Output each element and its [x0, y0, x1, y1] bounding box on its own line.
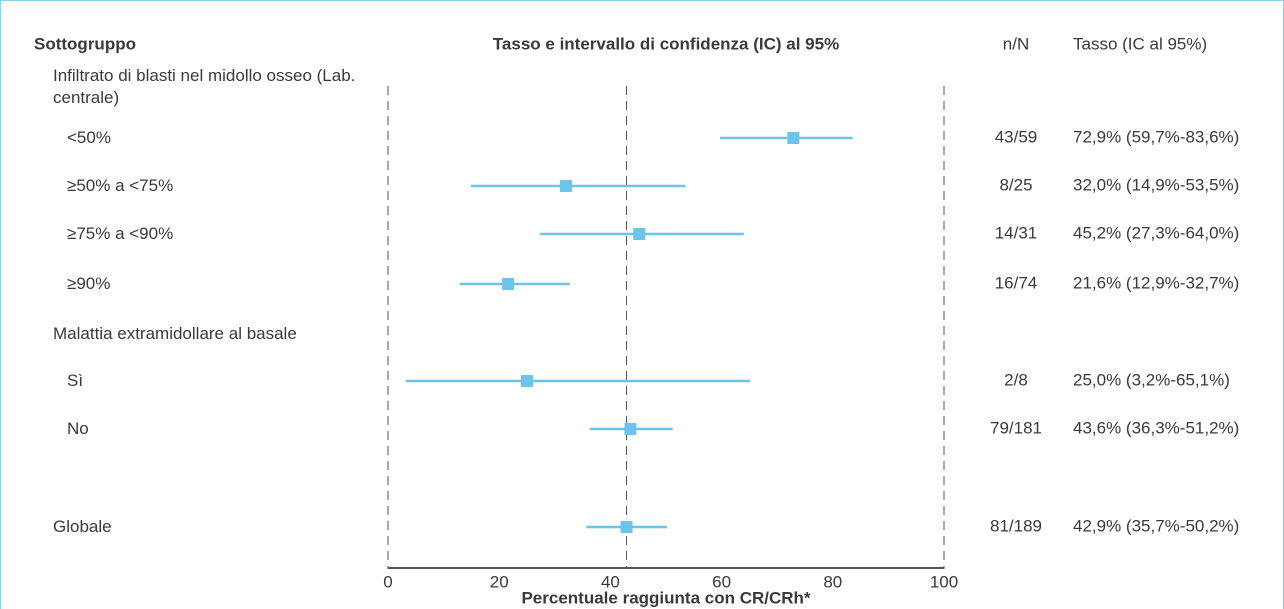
row-label: <50%	[67, 128, 111, 147]
x-tick-label: 40	[601, 572, 620, 591]
n-value: 43/59	[995, 127, 1038, 146]
n-value: 8/25	[999, 175, 1032, 194]
n-value: 79/181	[990, 418, 1042, 437]
rate-label: 45,2% (27,3%-64,0%)	[1073, 223, 1239, 242]
x-axis-title: Percentuale raggiunta con CR/CRh*	[521, 588, 810, 607]
n-value: 2/8	[1004, 370, 1028, 389]
rate-label: 42,9% (35,7%-50,2%)	[1073, 516, 1239, 535]
row-label: ≥75% a <90%	[67, 224, 174, 243]
x-tick-label: 20	[490, 572, 509, 591]
row-label: ≥90%	[67, 274, 111, 293]
point-estimate	[502, 278, 515, 290]
point-estimate	[559, 180, 572, 192]
rate-label: 21,6% (12,9%-32,7%)	[1073, 273, 1239, 292]
group-label: Infiltrato di blasti nel midollo osseo (…	[53, 66, 356, 107]
x-tick-label: 0	[383, 572, 392, 591]
n-header: n/N	[1003, 34, 1029, 53]
x-tick-label: 60	[712, 572, 731, 591]
x-tick-label: 100	[930, 572, 958, 591]
rate-label: 25,0% (3,2%-65,1%)	[1073, 370, 1230, 389]
row-label: ≥50% a <75%	[67, 176, 174, 195]
rate-label: 72,9% (59,7%-83,6%)	[1073, 127, 1239, 146]
x-tick-label: 80	[823, 572, 842, 591]
n-value: 81/189	[990, 516, 1042, 535]
rate-header: Tasso (IC al 95%)	[1073, 34, 1207, 53]
row-label: No	[67, 419, 89, 438]
point-estimate	[620, 521, 633, 533]
n-value: 16/74	[995, 273, 1038, 292]
point-estimate	[633, 228, 646, 240]
rate-label: 32,0% (14,9%-53,5%)	[1073, 175, 1239, 194]
chart-title: Tasso e intervallo di confidenza (IC) al…	[493, 34, 839, 53]
rate-label: 43,6% (36,3%-51,2%)	[1073, 418, 1239, 437]
group-label: Malattia extramidollare al basale	[53, 324, 297, 343]
n-value: 14/31	[995, 223, 1038, 242]
point-estimate	[521, 375, 533, 387]
point-estimate	[787, 132, 800, 144]
subgroup-header: Sottogruppo	[34, 34, 136, 53]
row-label: Sì	[67, 371, 84, 390]
row-label: Globale	[53, 517, 112, 536]
point-estimate	[624, 423, 637, 435]
